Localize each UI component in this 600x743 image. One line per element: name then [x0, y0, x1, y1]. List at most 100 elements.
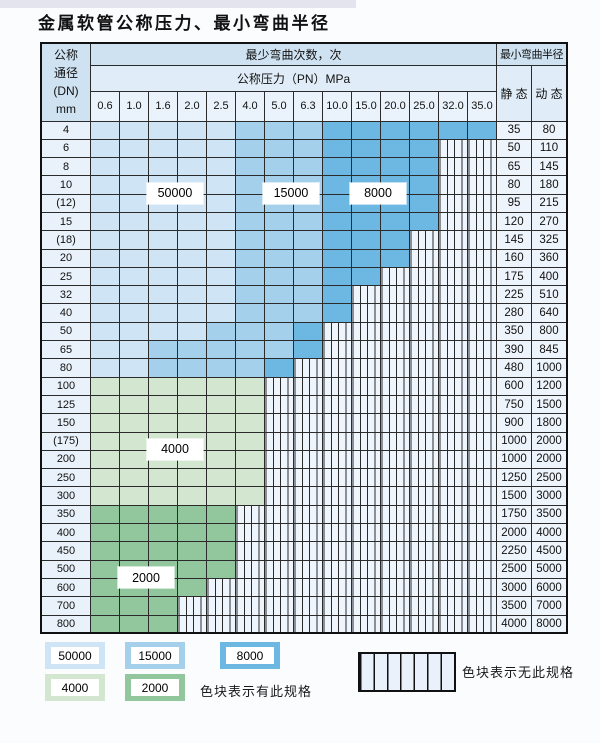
spec-cell-4000 — [119, 394, 149, 415]
pressure-tick: 10.0 — [322, 90, 352, 122]
no-spec-cell — [438, 468, 468, 488]
no-spec-cell — [409, 358, 439, 378]
spec-cell-15000 — [177, 358, 207, 378]
no-spec-cell — [322, 504, 352, 525]
dn-cell: 50 — [40, 321, 91, 342]
no-spec-cell — [235, 504, 265, 525]
spec-cell-50000 — [206, 266, 236, 287]
spec-cell-50000 — [119, 358, 149, 378]
dn-cell: 800 — [40, 614, 91, 634]
dynamic-cell: 180 — [531, 175, 568, 195]
spec-cell-15000 — [235, 340, 265, 360]
dn-cell: 450 — [40, 541, 91, 561]
no-spec-cell — [409, 321, 439, 342]
pressure-tick: 0.6 — [90, 90, 120, 122]
table-row: 80 480 1000 — [40, 358, 568, 378]
pressure-tick: 6.3 — [293, 90, 323, 122]
no-spec-cell — [467, 340, 497, 360]
no-spec-cell — [293, 596, 323, 616]
table-row: 32 225 510 — [40, 285, 568, 305]
spec-cell-8000 — [380, 211, 410, 232]
spec-cell-2000 — [90, 559, 120, 579]
table-row: 150 900 1800 — [40, 413, 568, 433]
static-cell: 80 — [496, 175, 532, 195]
dynamic-cell: 1800 — [531, 413, 568, 433]
no-spec-cell — [380, 559, 410, 579]
no-spec-cell — [351, 504, 381, 525]
spec-cell-4000 — [148, 468, 178, 488]
static-cell: 65 — [496, 157, 532, 177]
spec-cell-50000 — [206, 230, 236, 250]
legend-swatch-15000: 15000 — [125, 642, 185, 669]
no-spec-cell — [467, 157, 497, 177]
spec-cell-2000 — [177, 523, 207, 543]
no-spec-cell — [409, 340, 439, 360]
table-row: 100 600 1200 — [40, 376, 568, 396]
dn-cell: 8 — [40, 157, 91, 177]
dynamic-cell: 1200 — [531, 376, 568, 396]
no-spec-cell — [351, 449, 381, 470]
spec-cell-4000 — [235, 376, 265, 396]
spec-cell-15000 — [293, 248, 323, 268]
legend-unavailable-note: 色块表示无此规格 — [462, 665, 575, 680]
spec-cell-4000 — [177, 413, 207, 433]
pressure-tick: 2.0 — [177, 90, 207, 122]
no-spec-cell — [438, 285, 468, 305]
dynamic-cell: 400 — [531, 266, 568, 287]
spec-cell-4000 — [206, 394, 236, 415]
spec-cell-2000 — [148, 614, 178, 634]
no-spec-cell — [351, 303, 381, 323]
spec-cell-50000 — [148, 211, 178, 232]
spec-cell-15000 — [177, 340, 207, 360]
no-spec-cell — [177, 614, 207, 634]
no-spec-cell — [438, 248, 468, 268]
no-spec-cell — [467, 468, 497, 488]
table-row: (175) 1000 2000 — [40, 431, 568, 451]
no-spec-cell — [438, 504, 468, 525]
spec-cell-15000 — [264, 340, 294, 360]
spec-cell-50000 — [206, 157, 236, 177]
no-spec-cell — [380, 376, 410, 396]
spec-cell-15000 — [264, 120, 294, 140]
spec-cell-4000 — [206, 449, 236, 470]
no-spec-cell — [293, 376, 323, 396]
no-spec-cell — [206, 577, 236, 598]
no-spec-cell — [293, 523, 323, 543]
no-spec-cell — [322, 413, 352, 433]
legend-swatch-50000: 50000 — [45, 642, 105, 669]
spec-cell-50000 — [90, 266, 120, 287]
no-spec-cell — [380, 413, 410, 433]
dn-cell: 125 — [40, 394, 91, 415]
static-cell: 350 — [496, 321, 532, 342]
spec-cell-4000 — [206, 431, 236, 451]
spec-cell-8000 — [351, 230, 381, 250]
dn-cell: 10 — [40, 175, 91, 195]
spec-cell-15000 — [206, 358, 236, 378]
dynamic-cell: 215 — [531, 193, 568, 213]
static-cell: 35 — [496, 120, 532, 140]
dn-cell: 500 — [40, 559, 91, 579]
spec-cell-50000 — [177, 120, 207, 140]
static-cell: 4000 — [496, 614, 532, 634]
table-row: 200 1000 2000 — [40, 449, 568, 470]
static-cell: 1250 — [496, 468, 532, 488]
spec-cell-50000 — [90, 157, 120, 177]
spec-cell-50000 — [148, 303, 178, 323]
spec-cell-15000 — [293, 211, 323, 232]
no-spec-cell — [264, 449, 294, 470]
spec-cell-15000 — [148, 340, 178, 360]
no-spec-cell — [380, 577, 410, 598]
no-spec-cell — [409, 449, 439, 470]
pressure-tick: 32.0 — [438, 90, 468, 122]
no-spec-cell — [322, 596, 352, 616]
spec-cell-4000 — [119, 468, 149, 488]
dn-cell: 200 — [40, 449, 91, 470]
spec-cell-8000 — [322, 175, 352, 195]
spec-cell-15000 — [235, 303, 265, 323]
dynamic-cell: 2000 — [531, 449, 568, 470]
spec-cell-2000 — [177, 559, 207, 579]
table-row: 500 2500 5000 — [40, 559, 568, 579]
spec-cell-8000 — [322, 303, 352, 323]
no-spec-cell — [467, 211, 497, 232]
legend-swatch-label: 15000 — [131, 647, 179, 664]
